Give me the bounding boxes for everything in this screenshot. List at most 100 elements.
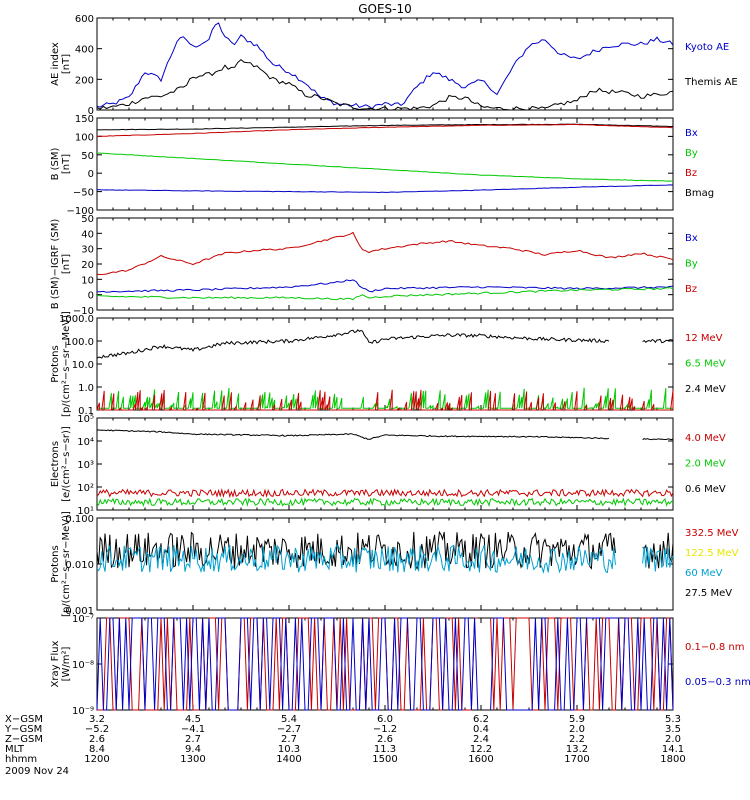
date-label: 2009 Nov 24 <box>5 766 69 777</box>
y-axis-label: [e/(cm²−s−sr)] <box>61 426 72 502</box>
y-tick-label: 10³ <box>77 460 94 471</box>
ephemeris-value: −5.2 <box>85 724 109 735</box>
y-axis-label: B (SM) <box>50 147 61 180</box>
y-axis-label: [nT] <box>61 154 72 174</box>
legend-entry: By <box>685 148 698 159</box>
y-tick-label: 0.100 <box>65 514 94 525</box>
ephemeris-value: 5.9 <box>569 714 585 725</box>
ephemeris-value: 1800 <box>660 754 685 765</box>
legend-entry: By <box>685 259 698 270</box>
y-tick-label: 600 <box>75 14 94 25</box>
y-tick-label: 1000.0 <box>59 314 94 325</box>
y-tick-label: 200 <box>75 75 94 86</box>
y-tick-label: 10⁻⁸ <box>72 660 94 671</box>
series-line-12-mev <box>96 389 674 412</box>
y-axis-label: [p/(cm²−s−sr−MeV)] <box>61 511 72 617</box>
ephemeris-row-label: MLT <box>5 744 25 755</box>
y-tick-label: −50 <box>73 188 94 199</box>
ephemeris-value: 1400 <box>276 754 301 765</box>
series-line-bz <box>96 231 674 276</box>
legend-entry: Themis AE <box>684 77 738 88</box>
legend-entry: 0.05−0.3 nm <box>685 677 750 688</box>
y-tick-label: 0 <box>88 169 94 180</box>
legend-entry: 332.5 MeV <box>685 528 739 539</box>
legend-entry: 2.0 MeV <box>685 459 726 470</box>
panel-frame <box>96 117 674 211</box>
ephemeris-value: 13.2 <box>566 744 588 755</box>
ephemeris-value: 1500 <box>372 754 397 765</box>
y-tick-label: 10⁴ <box>77 437 94 448</box>
series-line-60-mev <box>96 544 674 575</box>
ephemeris-value: 8.4 <box>89 744 105 755</box>
legend-entry: Bx <box>685 128 698 139</box>
ephemeris-value: 2.7 <box>185 734 201 745</box>
ephemeris-value: 2.0 <box>665 734 681 745</box>
y-tick-label: 10² <box>77 483 94 494</box>
legend-entry: Bmag <box>685 188 714 199</box>
y-tick-label: 150 <box>75 114 94 125</box>
ephemeris-value: 5.3 <box>665 714 681 725</box>
ephemeris-value: 11.3 <box>374 744 396 755</box>
legend-entry: 122.5 MeV <box>685 548 739 559</box>
panel-frame <box>96 317 674 411</box>
ephemeris-value: 2.6 <box>377 734 393 745</box>
y-tick-label: 400 <box>75 45 94 56</box>
y-tick-label: 10⁻⁹ <box>72 706 94 717</box>
legend-entry: 12 MeV <box>685 333 723 344</box>
ephemeris-row-label: Y−GSM <box>4 724 42 735</box>
y-axis-label: [nT] <box>61 254 72 274</box>
legend-entry: 6.5 MeV <box>685 359 726 370</box>
series-line-4-0-mev <box>96 487 674 499</box>
y-axis-label: [nT] <box>61 54 72 74</box>
y-axis-label: Electrons <box>50 441 61 487</box>
series-line-bx <box>96 184 674 194</box>
y-tick-label: 100 <box>75 132 94 143</box>
legend-entry: 0.1−0.8 nm <box>685 642 744 653</box>
y-axis-label: [p/(cm²−s−sr−MeV)] <box>61 311 72 417</box>
legend-entry: 4.0 MeV <box>685 433 726 444</box>
ephemeris-value: 1700 <box>564 754 589 765</box>
y-tick-label: 10⁵ <box>77 414 94 425</box>
y-axis-label: B (SM)−IGRF (SM) <box>50 219 61 310</box>
y-tick-label: 0 <box>88 106 94 117</box>
series-line-bz <box>96 124 674 137</box>
panel-bsm: −100 −50 0 50 100 150 B (SM) [nT] Bx By Bz Bmag <box>50 114 714 217</box>
series-line-27-5-mev <box>96 530 674 570</box>
series-line-2-4-mev <box>96 329 674 359</box>
ephemeris-value: 2.0 <box>569 724 585 735</box>
ephemeris-value: 1600 <box>468 754 493 765</box>
panel-protons_high: 0.001 0.010 0.100 Protons [p/(cm²−s−sr−MeV)]… <box>50 511 739 617</box>
series-line-bx <box>97 279 674 293</box>
series-line-0-6-mev <box>96 429 674 441</box>
series-line-2-0-mev <box>96 497 674 508</box>
ephemeris-value: 0.4 <box>473 724 489 735</box>
legend-entry: Bz <box>685 284 697 295</box>
ephemeris-value: 3.5 <box>665 724 681 735</box>
y-tick-label: 10¹ <box>77 506 94 517</box>
ephemeris-value: 1200 <box>84 754 109 765</box>
y-tick-label: 0 <box>88 291 94 302</box>
ephemeris-row-label: X−GSM <box>5 714 43 725</box>
y-axis-label: Xray Flux <box>50 640 61 687</box>
ephemeris-row-label: hhmm <box>5 754 37 765</box>
ephemeris-value: 2.4 <box>473 734 489 745</box>
y-tick-label: 50 <box>81 151 94 162</box>
y-tick-label: 1.0 <box>78 383 94 394</box>
panel-electrons: 10¹ 10² 10³ 10⁴ 10⁵ Electrons [e/(cm²−s−sr)] 4.… <box>50 414 726 517</box>
y-tick-label: 0.1 <box>78 406 94 417</box>
y-tick-label: 30 <box>81 245 94 256</box>
y-tick-label: 50 <box>81 214 94 225</box>
panel-protons_low: 0.1 1.0 10.0 100.0 1000.0 Protons [p/(cm²−s−sr… <box>50 311 726 417</box>
y-tick-label: 0.001 <box>65 606 94 617</box>
y-tick-label: 20 <box>81 260 94 271</box>
ephemeris-value: 1300 <box>180 754 205 765</box>
ephemeris-value: 6.0 <box>377 714 393 725</box>
ephemeris-value: 2.2 <box>569 734 585 745</box>
legend-entry: 60 MeV <box>685 568 723 579</box>
legend-entry: 0.6 MeV <box>685 484 726 495</box>
legend-entry: Bx <box>685 233 698 244</box>
panel-ae: 0 200 400 600 AE index [nT] Kyoto AE Themis AE <box>50 14 738 117</box>
ephemeris-value: 2.6 <box>89 734 105 745</box>
